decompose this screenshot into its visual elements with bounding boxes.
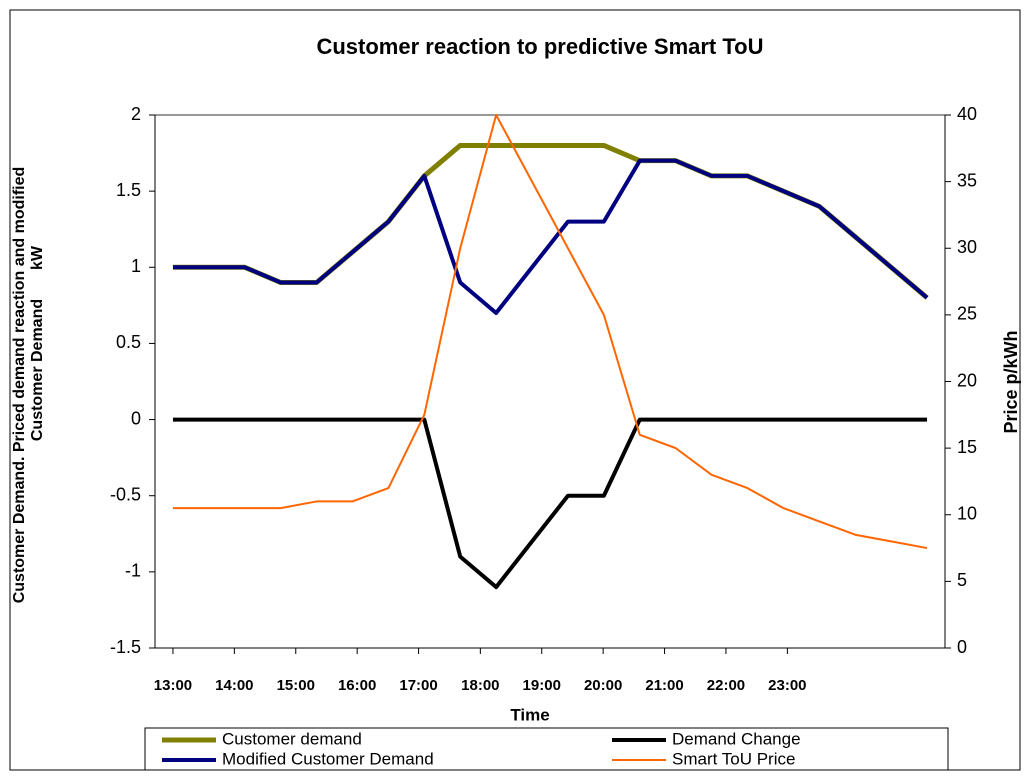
y2-tick-label: 35 bbox=[957, 170, 977, 190]
y2-tick-label: 0 bbox=[957, 637, 967, 657]
y2-tick-label: 15 bbox=[957, 437, 977, 457]
y2-axis-label: Price p/kWh bbox=[1001, 330, 1021, 433]
y-tick-label: 1.5 bbox=[116, 180, 141, 200]
x-tick-label: 15:00 bbox=[277, 677, 315, 694]
x-tick-label: 13:00 bbox=[154, 677, 192, 694]
x-tick-label: 18:00 bbox=[461, 677, 499, 694]
y-tick-label: -1 bbox=[125, 561, 141, 581]
y2-tick-label: 20 bbox=[957, 370, 977, 390]
y-tick-label: 0.5 bbox=[116, 332, 141, 352]
chart-border bbox=[9, 9, 1021, 771]
series-line bbox=[172, 158, 929, 315]
y2-tick-label: 30 bbox=[957, 237, 977, 257]
y-axis-label: kW bbox=[29, 245, 46, 270]
x-tick-label: 22:00 bbox=[707, 677, 745, 694]
x-tick-label: 19:00 bbox=[523, 677, 561, 694]
x-tick-label: 17:00 bbox=[399, 677, 437, 694]
chart-title: Customer reaction to predictive Smart To… bbox=[316, 34, 763, 59]
x-tick-label: 14:00 bbox=[215, 677, 253, 694]
legend bbox=[144, 727, 949, 771]
x-tick-label: 20:00 bbox=[584, 677, 622, 694]
legend-label: Customer demand bbox=[222, 729, 362, 748]
y-tick-label: -0.5 bbox=[110, 484, 141, 504]
y2-tick-label: 40 bbox=[957, 104, 977, 124]
legend-label: Smart ToU Price bbox=[672, 749, 795, 768]
y-tick-label: -1.5 bbox=[110, 637, 141, 657]
y2-tick-label: 10 bbox=[957, 504, 977, 524]
x-tick-label: 21:00 bbox=[645, 677, 683, 694]
y-axis-label: Customer Demand bbox=[29, 299, 46, 441]
series-line bbox=[172, 417, 928, 590]
y-axis-label: Customer Demand. Priced demand reaction … bbox=[11, 167, 28, 604]
x-tick-label: 23:00 bbox=[768, 677, 806, 694]
y-tick-label: 0 bbox=[131, 408, 141, 428]
y2-tick-label: 25 bbox=[957, 304, 977, 324]
legend-label: Demand Change bbox=[672, 729, 801, 748]
y2-tick-label: 5 bbox=[957, 570, 967, 590]
y-tick-label: 1 bbox=[131, 256, 141, 276]
x-axis-label: Time bbox=[510, 705, 549, 724]
series-line bbox=[172, 114, 928, 550]
y-tick-label: 2 bbox=[131, 104, 141, 124]
x-tick-label: 16:00 bbox=[338, 677, 376, 694]
legend-label: Modified Customer Demand bbox=[222, 749, 434, 768]
